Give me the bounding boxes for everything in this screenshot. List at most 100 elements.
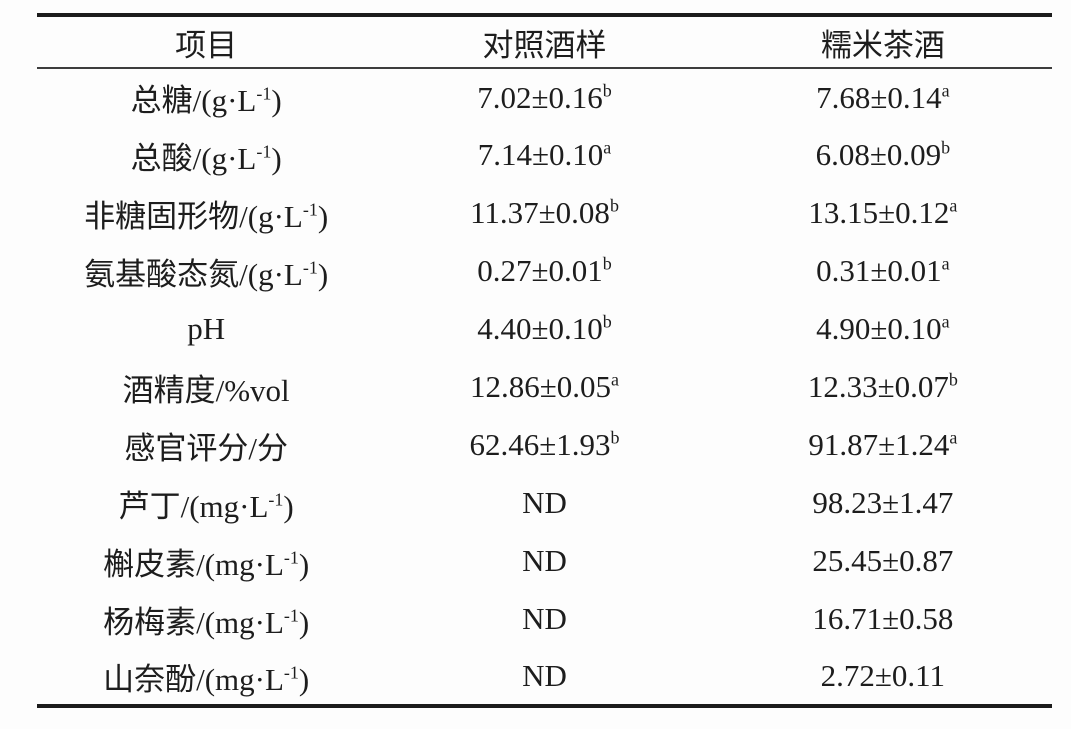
table-header-row: 项目 对照酒样 糯米茶酒: [37, 15, 1052, 68]
table-row: 非糖固形物/(g·L-1) 11.37±0.08b 13.15±0.12a: [37, 184, 1052, 242]
value-text: 7.02±0.16: [477, 79, 603, 115]
column-header-tea: 糯米茶酒: [820, 27, 945, 63]
control-value-cell: 0.27±0.01b: [375, 242, 713, 300]
significance-superscript: a: [611, 369, 619, 390]
table-row: 杨梅素/(mg·L-1) ND 16.71±0.58: [37, 590, 1052, 648]
item-label: 杨梅素/(mg·L: [103, 604, 284, 640]
table-row: 氨基酸态氮/(g·L-1) 0.27±0.01b 0.31±0.01a: [37, 242, 1052, 300]
unit-exponent: -1: [256, 83, 272, 104]
value-text: 0.31±0.01: [816, 253, 942, 288]
significance-superscript: a: [941, 253, 950, 274]
value-text: 16.71±0.58: [812, 601, 954, 636]
control-value-cell: 7.14±0.10a: [375, 126, 713, 184]
item-label: 总糖/(g·L: [130, 83, 257, 118]
significance-superscript: b: [610, 427, 620, 448]
tea-value-cell: 4.90±0.10a: [714, 300, 1052, 358]
value-text: 62.46±1.93: [469, 427, 611, 462]
significance-superscript: b: [948, 369, 958, 390]
unit-exponent: -1: [283, 547, 299, 568]
item-cell: 氨基酸态氮/(g·L-1): [37, 242, 375, 300]
value-text: 12.86±0.05: [469, 369, 611, 404]
table-row: 酒精度/%vol 12.86±0.05a 12.33±0.07b: [37, 358, 1052, 416]
table-row: pH 4.40±0.10b 4.90±0.10a: [37, 300, 1052, 358]
table-row: 芦丁/(mg·L-1) ND 98.23±1.47: [37, 474, 1052, 532]
significance-superscript: a: [941, 311, 950, 332]
control-value-cell: 11.37±0.08b: [375, 184, 713, 242]
unit-close-paren: ): [271, 140, 282, 176]
value-text: 6.08±0.09: [815, 137, 942, 172]
significance-superscript: a: [949, 195, 958, 216]
column-header-control: 对照酒样: [482, 27, 607, 63]
tea-value-cell: 25.45±0.87: [714, 532, 1052, 590]
value-text: ND: [522, 543, 567, 578]
column-header-item: 项目: [175, 27, 238, 63]
item-cell: 芦丁/(mg·L-1): [37, 474, 375, 532]
unit-close-paren: ): [271, 83, 282, 118]
item-label: 槲皮素/(mg·L: [103, 546, 284, 582]
significance-superscript: a: [941, 80, 950, 101]
table-header: 项目 对照酒样 糯米茶酒: [37, 15, 1052, 68]
item-cell: 山奈酚/(mg·L-1): [37, 648, 375, 706]
value-text: 7.68±0.14: [816, 79, 942, 115]
control-value-cell: ND: [375, 590, 713, 648]
item-label: 氨基酸态氮/(g·L: [84, 256, 303, 292]
significance-superscript: a: [603, 137, 612, 158]
tea-value-cell: 98.23±1.47: [714, 474, 1052, 532]
item-label: pH: [187, 311, 226, 346]
control-value-cell: 12.86±0.05a: [375, 358, 713, 416]
item-cell: 槲皮素/(mg·L-1): [37, 532, 375, 590]
unit-exponent: -1: [302, 199, 318, 220]
item-cell: pH: [37, 300, 375, 358]
control-value-cell: ND: [375, 532, 713, 590]
tea-value-cell: 7.68±0.14a: [714, 68, 1052, 126]
item-label: 总酸/(g·L: [130, 140, 257, 176]
table-row: 槲皮素/(mg·L-1) ND 25.45±0.87: [37, 532, 1052, 590]
unit-exponent: -1: [268, 489, 284, 510]
value-text: 11.37±0.08: [470, 195, 610, 230]
tea-value-cell: 12.33±0.07b: [714, 358, 1052, 416]
value-text: 0.27±0.01: [477, 253, 603, 288]
item-label: 山奈酚/(mg·L: [103, 661, 284, 697]
significance-superscript: b: [609, 195, 619, 216]
tea-value-cell: 91.87±1.24a: [714, 416, 1052, 474]
item-cell: 感官评分/分: [37, 416, 375, 474]
tea-value-cell: 2.72±0.11: [714, 648, 1052, 706]
control-value-cell: ND: [375, 648, 713, 706]
value-text: 98.23±1.47: [812, 485, 954, 520]
item-cell: 酒精度/%vol: [37, 358, 375, 416]
value-text: ND: [522, 658, 567, 693]
tea-value-cell: 6.08±0.09b: [714, 126, 1052, 184]
tea-value-cell: 13.15±0.12a: [714, 184, 1052, 242]
value-text: 91.87±1.24: [808, 427, 950, 462]
item-label: 感官评分/分: [124, 430, 288, 466]
item-cell: 杨梅素/(mg·L-1): [37, 590, 375, 648]
item-cell: 总糖/(g·L-1): [37, 68, 375, 126]
control-value-cell: 62.46±1.93b: [375, 416, 713, 474]
unit-close-paren: ): [317, 198, 329, 234]
value-text: 13.15±0.12: [808, 195, 950, 230]
table-body: 总糖/(g·L-1) 7.02±0.16b 7.68±0.14a 总酸/(g·L-1)…: [37, 68, 1052, 706]
unit-close-paren: ): [317, 256, 329, 292]
value-text: 4.90±0.10: [816, 311, 942, 346]
control-value-cell: 4.40±0.10b: [375, 300, 713, 358]
unit-close-paren: ): [298, 546, 310, 582]
significance-superscript: a: [949, 427, 958, 448]
item-cell: 非糖固形物/(g·L-1): [37, 184, 375, 242]
significance-superscript: b: [602, 311, 612, 332]
tea-value-cell: 0.31±0.01a: [714, 242, 1052, 300]
unit-exponent: -1: [302, 257, 318, 278]
value-text: 7.14±0.10: [477, 137, 604, 172]
control-value-cell: 7.02±0.16b: [375, 68, 713, 126]
significance-superscript: b: [602, 253, 612, 274]
item-label: 非糖固形物/(g·L: [84, 198, 303, 234]
unit-close-paren: ): [298, 604, 310, 640]
value-text: ND: [522, 485, 567, 520]
control-value-cell: ND: [375, 474, 713, 532]
value-text: 2.72±0.11: [820, 658, 946, 693]
unit-exponent: -1: [283, 662, 299, 683]
item-label: 酒精度/%vol: [122, 372, 290, 408]
value-text: 12.33±0.07: [807, 369, 949, 404]
item-cell: 总酸/(g·L-1): [37, 126, 375, 184]
value-text: 4.40±0.10: [477, 311, 603, 346]
